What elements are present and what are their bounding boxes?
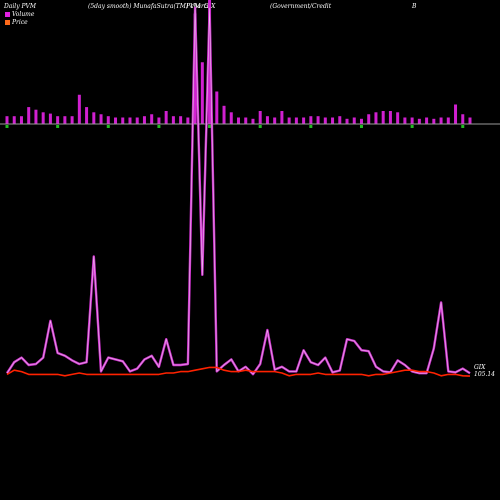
- volume-bar: [316, 116, 320, 124]
- volume-bar: [273, 117, 277, 124]
- volume-bar: [70, 116, 74, 124]
- volume-bar: [381, 111, 385, 124]
- volume-bar: [396, 112, 400, 124]
- legend-volume-label: Volume: [12, 11, 35, 18]
- volume-bar: [374, 112, 378, 124]
- volume-bar-down: [208, 125, 212, 128]
- volume-bar: [186, 117, 190, 124]
- volume-bar: [19, 116, 23, 124]
- volume-bar: [179, 116, 183, 124]
- volume-bar: [461, 114, 465, 124]
- chart-title-category: (Government/Credit: [270, 3, 332, 10]
- volume-bar: [432, 118, 436, 124]
- volume-bar: [114, 117, 118, 124]
- pvm-line-highlight: [6, 7, 471, 375]
- volume-bar: [302, 117, 306, 124]
- volume-bar-down: [359, 125, 363, 128]
- volume-bar: [5, 116, 9, 124]
- volume-bar: [352, 117, 356, 124]
- volume-bar: [106, 116, 110, 124]
- volume-bar: [439, 117, 443, 124]
- volume-bar: [99, 114, 103, 124]
- volume-bar-down: [258, 125, 262, 128]
- volume-bar: [323, 117, 327, 124]
- volume-bar: [237, 117, 240, 124]
- volume-bar: [56, 116, 60, 124]
- volume-bar: [403, 117, 407, 124]
- pvm-line: [5, 6, 471, 376]
- volume-bar: [446, 117, 450, 124]
- volume-bar: [359, 118, 363, 124]
- volume-bar-down: [157, 125, 161, 128]
- lines-group: [5, 6, 471, 377]
- volume-bar: [215, 91, 219, 124]
- volume-bar: [200, 62, 204, 124]
- volume-bar-down: [106, 125, 110, 128]
- volume-bar: [410, 117, 414, 124]
- volume-bar: [142, 116, 146, 124]
- volume-bar-down: [56, 125, 60, 128]
- volume-bar-down: [461, 125, 465, 128]
- legend-price-label: Price: [12, 19, 28, 26]
- volume-bar: [425, 117, 429, 124]
- volume-bar: [309, 116, 313, 124]
- volume-bar: [367, 114, 371, 124]
- end-label-price: 105.14: [474, 371, 495, 378]
- volume-bar: [164, 111, 168, 124]
- volume-bar: [92, 112, 96, 124]
- volume-bar-down: [309, 125, 313, 128]
- volume-bar: [258, 111, 262, 124]
- end-label-ticker: GIX: [474, 364, 486, 371]
- volume-bar: [251, 118, 255, 124]
- volume-bar: [345, 118, 349, 124]
- volume-bar: [150, 114, 154, 124]
- volume-bar: [222, 105, 226, 124]
- chart-title-left: Daily PVM: [4, 3, 37, 10]
- volume-bar: [12, 116, 16, 124]
- volume-bar: [121, 117, 125, 124]
- legend-volume: Volume: [5, 11, 34, 18]
- volume-bar: [454, 104, 458, 124]
- volume-bar: [417, 118, 421, 124]
- volume-bar-down: [410, 125, 414, 128]
- volume-bar: [135, 117, 139, 124]
- volume-bar: [41, 112, 45, 124]
- chart-title-right: B: [412, 3, 417, 10]
- volume-bars: [5, 0, 472, 128]
- volume-bar: [338, 116, 342, 124]
- volume-bar: [287, 117, 291, 124]
- volume-bar: [77, 94, 81, 124]
- volume-bar: [280, 111, 284, 124]
- volume-bar-down: [5, 125, 9, 128]
- chart-title-mid: (5day smooth) MunafaSutra(TM) charts: [88, 3, 210, 10]
- legend-price: Price: [5, 19, 28, 26]
- volume-bar: [468, 117, 472, 124]
- volume-bar: [34, 109, 38, 124]
- volume-bar: [294, 117, 298, 124]
- volume-bar: [244, 117, 248, 124]
- volume-bar: [388, 111, 392, 124]
- volume-bar: [63, 116, 67, 124]
- legend-volume-swatch: [5, 12, 10, 17]
- legend-price-swatch: [5, 20, 10, 25]
- price-line: [6, 366, 471, 377]
- volume-bar: [171, 116, 175, 124]
- volume-bar: [48, 113, 52, 124]
- volume-bar: [128, 117, 132, 124]
- volume-bar: [85, 107, 89, 124]
- volume-bar: [331, 117, 335, 124]
- volume-bar: [265, 116, 269, 124]
- chart-title-indicator: PVM: [186, 3, 201, 10]
- volume-bar: [157, 117, 161, 124]
- volume-bar: [193, 13, 197, 124]
- volume-bar: [27, 107, 31, 124]
- volume-bar: [229, 112, 233, 124]
